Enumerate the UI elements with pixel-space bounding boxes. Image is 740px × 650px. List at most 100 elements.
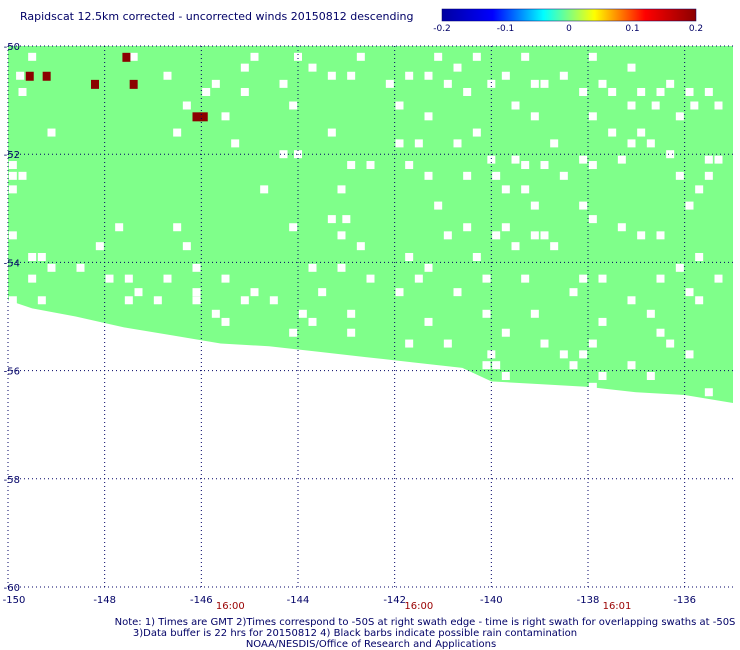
missing-cell (347, 309, 356, 318)
missing-cell (414, 274, 423, 283)
missing-cell (240, 63, 249, 72)
missing-cell (482, 274, 491, 283)
missing-cell (95, 242, 104, 251)
missing-cell (646, 372, 655, 381)
missing-cell (434, 201, 443, 210)
missing-cell (28, 274, 37, 283)
missing-cell (105, 274, 114, 283)
missing-cell (308, 317, 317, 326)
missing-cell (704, 87, 713, 96)
missing-cell (395, 101, 404, 110)
missing-cell (685, 288, 694, 297)
missing-cell (492, 231, 501, 240)
missing-cell (221, 317, 230, 326)
missing-cell (656, 274, 665, 283)
x-tick-label: -146 (190, 595, 213, 606)
missing-cell (704, 388, 713, 397)
y-tick-label: -54 (4, 258, 20, 269)
missing-cell (173, 128, 182, 137)
swath-area (8, 46, 733, 404)
missing-cell (569, 288, 578, 297)
missing-cell (366, 161, 375, 170)
colorbar-tick-label: -0.2 (433, 24, 451, 34)
missing-cell (279, 79, 288, 88)
missing-cell (8, 296, 17, 305)
missing-cell (472, 252, 481, 261)
missing-cell (685, 201, 694, 210)
diff-cell (91, 79, 99, 89)
missing-cell (211, 79, 220, 88)
y-tick-label: -58 (4, 475, 20, 486)
colorbar: -0.2 -0.1 0 0.1 0.2 (433, 8, 703, 34)
missing-cell (685, 350, 694, 359)
diff-cell (25, 71, 34, 81)
missing-cell (675, 263, 684, 272)
missing-cell (637, 128, 646, 137)
missing-cell (294, 52, 302, 61)
missing-cell (260, 185, 269, 194)
missing-cell (608, 128, 617, 137)
missing-cell (202, 87, 211, 96)
missing-cell (588, 215, 597, 224)
missing-cell (153, 296, 162, 305)
missing-cell (540, 161, 549, 170)
missing-cell (318, 288, 327, 297)
missing-cell (627, 361, 636, 370)
missing-cell (231, 139, 240, 148)
missing-cell (192, 263, 201, 272)
missing-cell (598, 274, 607, 283)
missing-cell (646, 139, 655, 148)
missing-cell (695, 296, 704, 305)
missing-cell (16, 71, 25, 80)
missing-cell (405, 161, 414, 170)
missing-cell (124, 274, 133, 283)
missing-cell (453, 288, 462, 297)
missing-cell (240, 296, 249, 305)
missing-cell (501, 372, 510, 381)
missing-cell (424, 71, 433, 80)
missing-cell (627, 101, 636, 110)
missing-cell (530, 112, 539, 121)
missing-cell (424, 112, 433, 121)
swath-time-labels: 16:00 16:00 16:01 (216, 601, 631, 612)
missing-cell (308, 63, 317, 72)
diff-cell (199, 112, 208, 122)
missing-cell (588, 52, 597, 61)
missing-cell (337, 231, 346, 240)
missing-cell (182, 242, 191, 251)
missing-cell (501, 185, 510, 194)
missing-cell (530, 309, 539, 318)
x-tick-label: -142 (383, 595, 406, 606)
missing-cell (221, 112, 230, 121)
missing-cell (656, 87, 665, 96)
y-tick-label: -50 (4, 42, 20, 53)
missing-cell (675, 112, 684, 121)
missing-cell (637, 87, 646, 96)
missing-cell (37, 252, 46, 261)
missing-cell (37, 296, 46, 305)
missing-cell (637, 231, 646, 240)
positive-difference-cells (25, 52, 208, 122)
missing-cell (511, 101, 520, 110)
missing-cell (608, 87, 617, 96)
x-tick-label: -136 (673, 595, 696, 606)
missing-cell (685, 87, 694, 96)
missing-cell (366, 274, 375, 283)
missing-cell (395, 139, 404, 148)
missing-cell (492, 171, 501, 180)
note-line-3: NOAA/NESDIS/Office of Research and Appli… (246, 639, 496, 650)
missing-cell (714, 155, 723, 164)
footer-notes: Note: 1) Times are GMT 2)Times correspon… (115, 617, 736, 650)
missing-cell (482, 309, 491, 318)
missing-cell (182, 101, 191, 110)
missing-cell (18, 171, 27, 180)
missing-cell (714, 101, 723, 110)
missing-cell (588, 382, 597, 391)
x-tick-label: -144 (287, 595, 310, 606)
missing-cell (617, 223, 626, 232)
diff-cell (122, 52, 131, 62)
missing-cell (617, 155, 626, 164)
missing-cell (47, 128, 56, 137)
missing-cell (347, 71, 356, 80)
missing-cell (395, 288, 404, 297)
